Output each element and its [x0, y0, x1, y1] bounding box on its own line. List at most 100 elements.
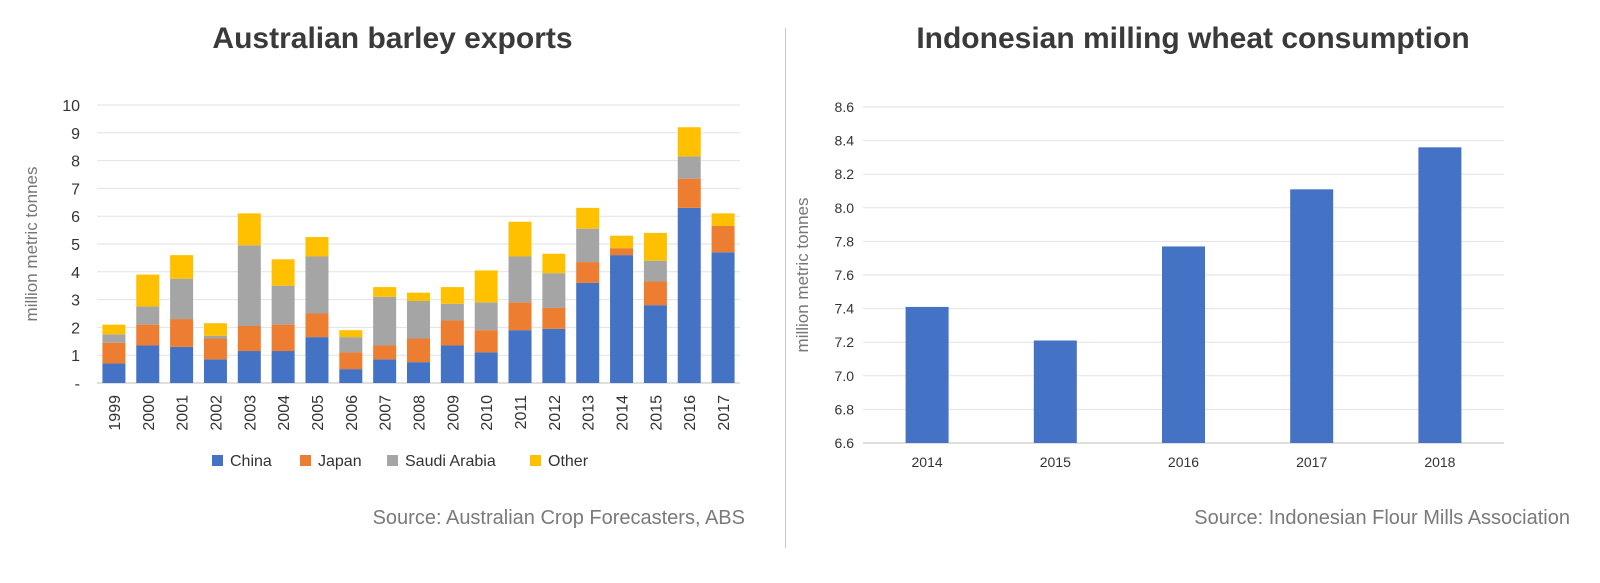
- y-tick-label: 7.8: [835, 233, 855, 249]
- bar-segment: [508, 330, 532, 383]
- bar-segment: [237, 326, 261, 352]
- bar-segment: [407, 300, 430, 339]
- x-tick-label: 2000: [141, 395, 158, 431]
- bar-segment: [508, 302, 532, 331]
- bar-segment: [610, 255, 634, 383]
- bar-segment: [474, 302, 498, 331]
- legend-swatch: [530, 455, 541, 466]
- y-tick-label: 2: [71, 320, 80, 337]
- y-tick-label: 7.6: [835, 267, 855, 283]
- bar-segment: [373, 296, 397, 346]
- bar-segment: [136, 324, 160, 346]
- x-tick-label: 2016: [1168, 454, 1199, 470]
- bar-segment: [711, 213, 735, 226]
- bar-segment: [542, 273, 566, 308]
- bar-segment: [440, 345, 464, 383]
- legend-label: Japan: [318, 453, 362, 470]
- y-tick-label: 8.4: [835, 133, 855, 149]
- bar-segment: [203, 323, 227, 336]
- bar-segment: [576, 228, 600, 263]
- wheat-consumption-panel: Indonesian milling wheat consumption 6.6…: [786, 0, 1600, 583]
- y-tick-label: 10: [62, 98, 80, 115]
- bar-segment: [203, 338, 227, 360]
- bar-segment: [474, 330, 498, 353]
- legend-swatch: [387, 455, 398, 466]
- bar-segment: [102, 334, 126, 343]
- bar-segment: [136, 306, 160, 325]
- wheat-chart-title: Indonesian milling wheat consumption: [916, 22, 1470, 55]
- legend-swatch: [212, 455, 223, 466]
- bar-segment: [440, 287, 464, 304]
- bar-segment: [610, 235, 634, 249]
- bar-segment: [237, 245, 261, 327]
- y-tick-label: 7.2: [835, 334, 855, 350]
- y-tick-label: 6: [71, 209, 80, 226]
- bar-segment: [339, 330, 363, 338]
- x-tick-label: 2003: [242, 395, 259, 431]
- bar-segment: [339, 352, 363, 370]
- bar-segment: [576, 207, 600, 229]
- bar-segment: [542, 307, 566, 329]
- bar-segment: [339, 369, 363, 383]
- x-tick-label: 2012: [547, 395, 564, 431]
- bar-segment: [542, 328, 566, 383]
- x-tick-label: 2008: [412, 395, 429, 431]
- bar-segment: [237, 213, 261, 246]
- bar-segment: [102, 342, 126, 364]
- bar-segment: [305, 313, 329, 338]
- bar-segment: [271, 259, 295, 286]
- y-tick-label: 8.2: [835, 166, 855, 182]
- bar-segment: [542, 253, 566, 274]
- bar-segment: [643, 305, 667, 383]
- y-tick-label: 6.6: [835, 435, 855, 451]
- y-tick-label: 7: [71, 181, 80, 198]
- legend-label: Saudi Arabia: [405, 453, 496, 470]
- bar-segment: [610, 248, 634, 256]
- bar: [1162, 246, 1205, 443]
- bar-segment: [474, 352, 498, 383]
- bar-segment: [373, 287, 397, 297]
- x-tick-label: 2004: [276, 395, 293, 431]
- x-tick-label: 2001: [175, 395, 192, 431]
- bar: [905, 306, 949, 443]
- bar-segment: [203, 335, 227, 339]
- x-tick-label: 1999: [107, 395, 124, 431]
- y-tick-label: 8: [71, 154, 80, 171]
- bar-segment: [305, 237, 329, 257]
- bar-segment: [170, 346, 194, 383]
- x-tick-label: 2013: [581, 395, 598, 431]
- y-tick-label: 8.6: [835, 99, 855, 115]
- bar-segment: [677, 207, 701, 383]
- bar-segment: [407, 338, 430, 363]
- bar-segment: [102, 324, 126, 335]
- barley-exports-panel: Australian barley exports - 1 2 3 4 5 6 7 8 9 10 mi…: [0, 0, 785, 583]
- bar-segment: [271, 285, 295, 325]
- bar-segment: [271, 351, 295, 383]
- bar: [1290, 189, 1334, 443]
- y-tick-label: 3: [71, 293, 80, 310]
- bar-segment: [339, 337, 363, 353]
- bar-segment: [407, 292, 430, 301]
- bar-segment: [170, 278, 194, 320]
- bar-segment: [643, 281, 667, 306]
- wheat-consumption-chart: 6.6 6.8 7.0 7.2 7.4 7.6 7.8 8.0 8.2 8.4 8.6 million…: [793, 99, 1504, 470]
- bar-segment: [677, 178, 701, 208]
- bar-segment: [170, 319, 194, 347]
- barley-exports-chart: - 1 2 3 4 5 6 7 8 9 10 million metric tonnes 1999 200…: [22, 98, 740, 470]
- x-tick-label: 2016: [682, 395, 699, 431]
- barley-chart-title: Australian barley exports: [212, 22, 573, 55]
- legend-label: Other: [548, 453, 589, 470]
- bar-segment: [203, 359, 227, 383]
- legend-swatch: [300, 455, 311, 466]
- wheat-source-note: Source: Indonesian Flour Mills Associati…: [1194, 507, 1570, 529]
- panel-divider: [785, 28, 786, 548]
- bar-segment: [677, 156, 701, 179]
- legend-label: China: [230, 453, 272, 470]
- bar-segment: [136, 345, 160, 383]
- bar-segment: [305, 337, 329, 383]
- y-tick-label: 1: [71, 348, 80, 365]
- x-tick-label: 2018: [1424, 454, 1455, 470]
- bar-segment: [170, 255, 194, 279]
- x-tick-label: 2010: [479, 395, 496, 431]
- bar-segment: [136, 274, 160, 307]
